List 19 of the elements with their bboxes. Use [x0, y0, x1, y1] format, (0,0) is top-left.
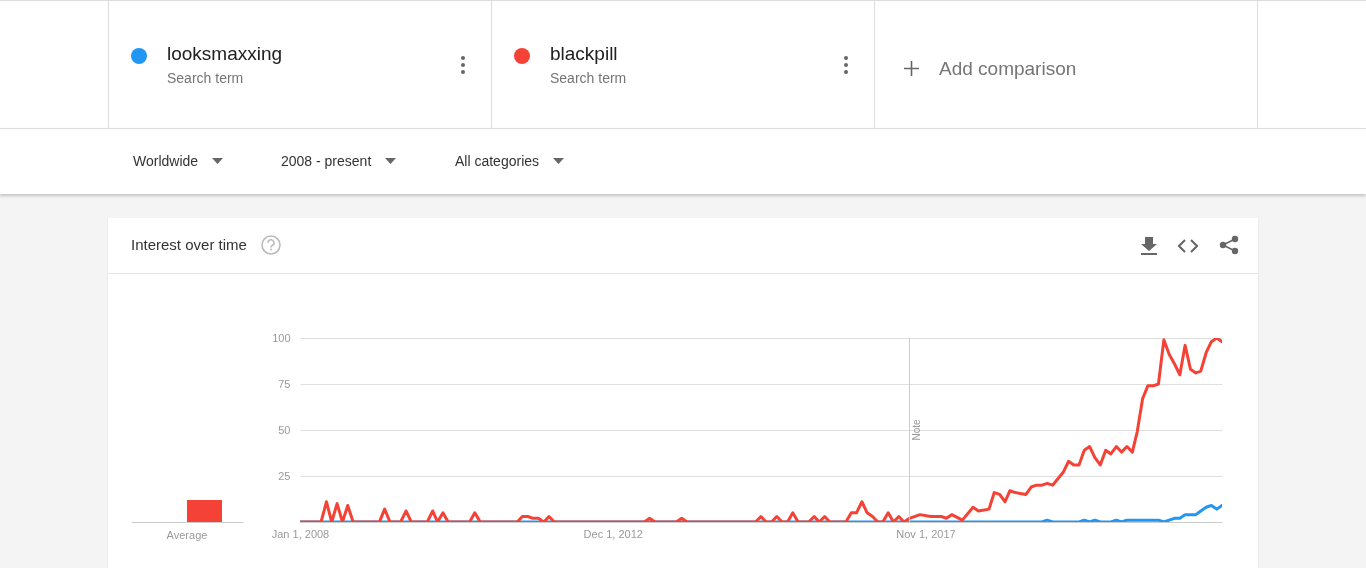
legend-label: looksmaxxing [167, 43, 283, 65]
x-tick-label: Dec 1, 2012 [583, 527, 643, 540]
text: Worldwide [133, 153, 199, 169]
ref-line-label: Note [911, 419, 923, 441]
y-tick-label: 50 [278, 423, 291, 436]
legend-label: blackpill [550, 43, 618, 65]
x-tick-label: Jan 1, 2008 [271, 527, 330, 540]
text: Add comparison [939, 58, 1077, 80]
y-tick-label: 25 [278, 469, 291, 482]
y-tick-label: 100 [272, 331, 291, 344]
text: All categories [455, 153, 540, 169]
x-tick-label: Nov 1, 2017 [896, 527, 956, 540]
line-series [300, 338, 1222, 522]
text: Search term [167, 70, 244, 86]
chart-title: Interest over time [131, 236, 247, 253]
text: Search term [550, 70, 627, 86]
text: 2008 - present [281, 153, 372, 169]
y-tick-label: 75 [278, 377, 291, 390]
x-tick-label: Average [166, 528, 208, 541]
